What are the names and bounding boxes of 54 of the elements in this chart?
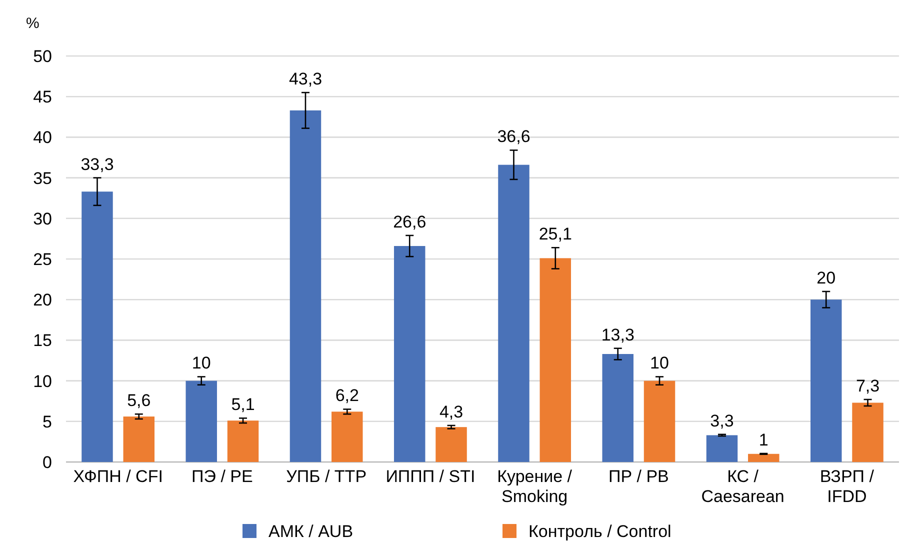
bar [186, 380, 217, 462]
data-label: 43,3 [288, 70, 322, 89]
y-tick-label: 30 [33, 209, 52, 228]
bar [498, 164, 530, 462]
y-tick-label: 40 [33, 128, 52, 148]
bar [82, 192, 113, 462]
data-label: 10 [650, 354, 669, 373]
data-label: 5,1 [231, 395, 255, 414]
x-tick-label: ПЭ / PE [192, 467, 253, 486]
data-label: 7,3 [856, 376, 880, 396]
y-tick-label: 35 [33, 168, 52, 188]
y-tick-label: 50 [33, 46, 52, 66]
y-tick-label: 20 [33, 290, 52, 310]
x-tick-label: ХФПН / CFI [73, 467, 163, 486]
bar [602, 354, 634, 462]
bar [852, 402, 884, 462]
x-tick-label: КС / Caesarean [701, 467, 784, 506]
y-tick-label: 5 [42, 412, 52, 432]
y-tick-label: 10 [33, 372, 52, 391]
data-label: 3,3 [710, 411, 734, 430]
y-tick-label: 0 [42, 452, 52, 472]
data-label: 26,6 [393, 212, 426, 232]
x-tick-label: УПБ / TTP [286, 467, 367, 486]
data-label: 25,1 [538, 224, 572, 244]
data-label: 6,2 [335, 386, 359, 406]
x-tick-label: ВЗРП / IFDD [820, 467, 874, 506]
y-tick-label: 15 [33, 331, 52, 350]
bar [644, 380, 676, 462]
legend-label: АМК / AUB [268, 522, 354, 541]
bar [332, 412, 363, 462]
bar [748, 454, 780, 462]
data-label: 20 [816, 268, 836, 288]
bar [123, 416, 155, 462]
x-tick-label: ПР / PB [608, 467, 669, 486]
bar [227, 420, 259, 462]
y-tick-label: 25 [33, 250, 52, 269]
x-tick-label: Курение / Smoking [497, 467, 572, 506]
bar [540, 258, 572, 462]
bar [810, 300, 842, 462]
data-label: 10 [192, 354, 211, 373]
bar [706, 435, 738, 462]
y-axis-title: % [26, 15, 40, 32]
data-label: 36,6 [497, 127, 530, 146]
y-tick-label: 45 [33, 88, 52, 107]
data-label: 4,3 [439, 402, 464, 422]
data-label: 5,6 [127, 391, 151, 410]
bar [394, 246, 426, 462]
data-label: 33,3 [80, 154, 114, 174]
x-tick-label: ИППП / STI [386, 467, 476, 486]
legend-label: Контроль / Control [528, 522, 672, 541]
bar [436, 427, 467, 462]
bar [290, 110, 322, 462]
data-label: 13,3 [601, 325, 634, 344]
data-label: 1 [758, 430, 768, 450]
